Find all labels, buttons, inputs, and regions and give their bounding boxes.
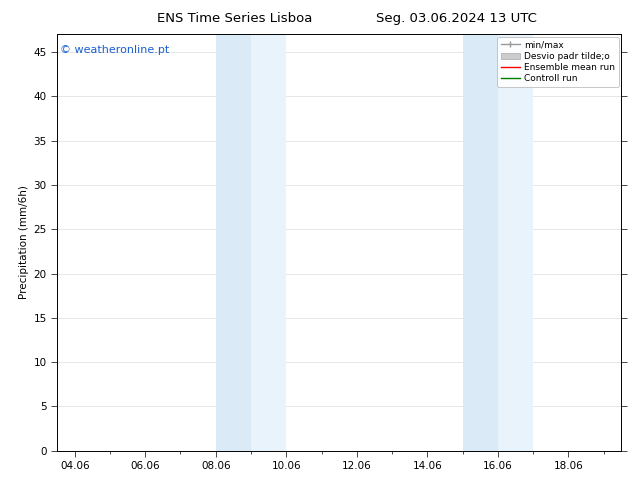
Legend: min/max, Desvio padr tilde;o, Ensemble mean run, Controll run: min/max, Desvio padr tilde;o, Ensemble m…	[497, 37, 619, 87]
Bar	[216, 34, 251, 451]
Text: © weatheronline.pt: © weatheronline.pt	[60, 45, 169, 55]
Y-axis label: Precipitation (mm/6h): Precipitation (mm/6h)	[19, 186, 29, 299]
Text: Seg. 03.06.2024 13 UTC: Seg. 03.06.2024 13 UTC	[376, 12, 537, 25]
Bar	[251, 34, 287, 451]
Bar	[498, 34, 533, 451]
Text: ENS Time Series Lisboa: ENS Time Series Lisboa	[157, 12, 313, 25]
Bar	[463, 34, 498, 451]
